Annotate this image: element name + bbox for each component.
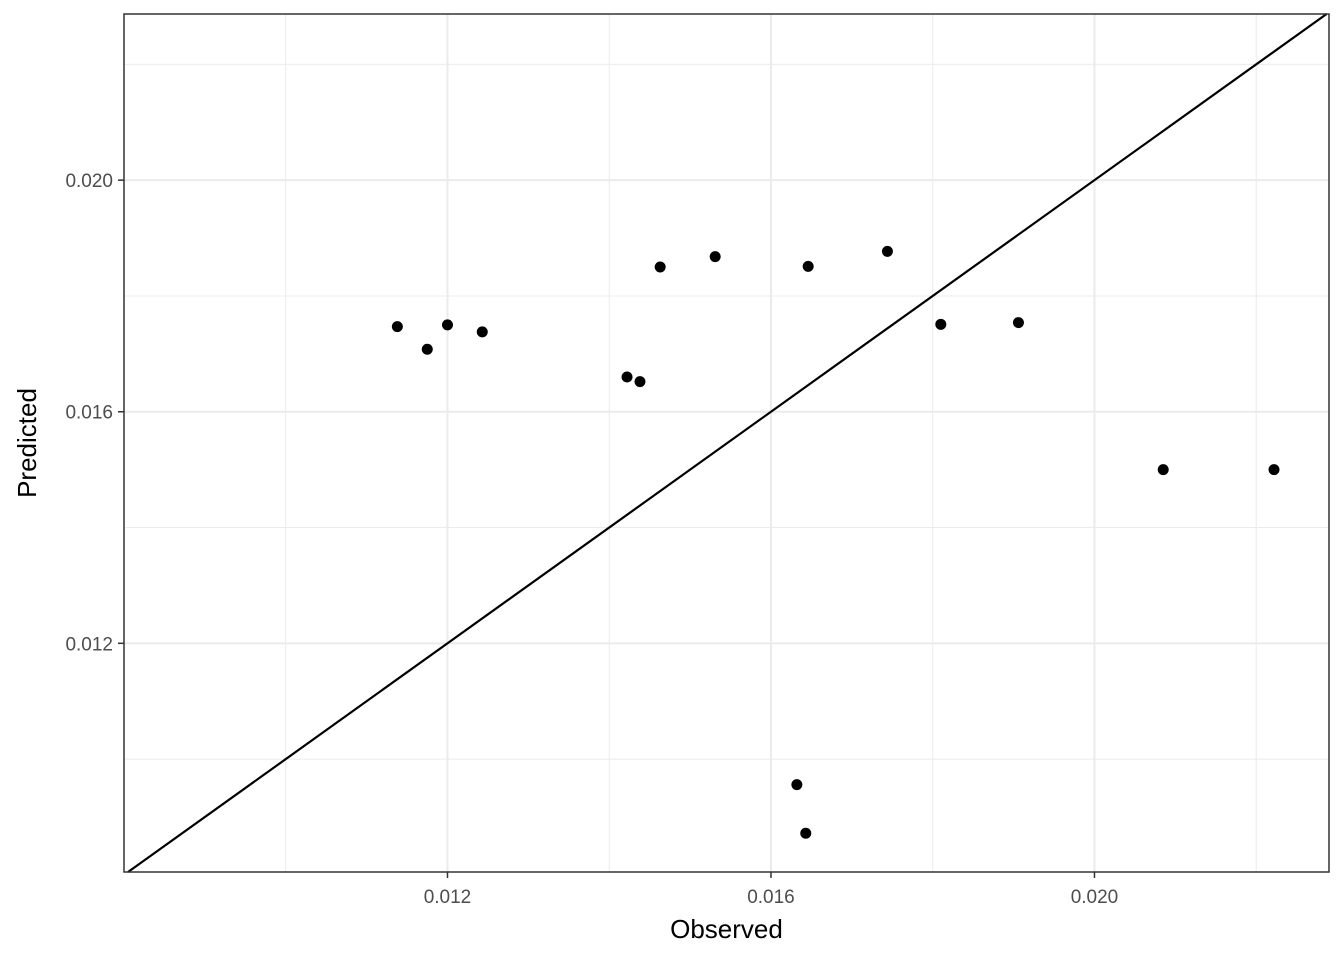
data-point: [621, 371, 633, 383]
points-layer: [391, 245, 1280, 839]
y-tick-label: 0.012: [65, 634, 113, 655]
x-axis-title: Observed: [670, 914, 783, 944]
data-point: [634, 376, 646, 388]
y-tick-label: 0.016: [65, 403, 113, 424]
x-tick-label: 0.020: [1071, 887, 1119, 908]
data-point: [881, 245, 893, 257]
y-tick-label: 0.020: [65, 171, 113, 192]
data-point: [391, 321, 403, 333]
data-point: [802, 260, 814, 272]
data-point: [441, 319, 453, 331]
data-point: [1012, 317, 1024, 329]
data-point: [709, 251, 721, 263]
x-tick-label: 0.016: [747, 887, 795, 908]
data-point: [935, 318, 947, 330]
data-point: [476, 326, 488, 338]
data-point: [1157, 464, 1169, 476]
y-axis-title: Predicted: [12, 388, 42, 498]
data-point: [1268, 464, 1280, 476]
x-tick-label: 0.012: [424, 887, 472, 908]
data-point: [800, 827, 812, 839]
data-point: [791, 779, 803, 791]
axis-ticks: 0.012 0.016 0.020 0.012 0.016 0.020: [65, 171, 1118, 908]
data-point: [421, 343, 433, 355]
identity-reference-line: [127, 13, 1328, 873]
reference-line-layer: [127, 13, 1328, 873]
data-point: [654, 261, 666, 273]
plot-panel-border: [123, 13, 1330, 873]
grid: [124, 14, 1329, 872]
